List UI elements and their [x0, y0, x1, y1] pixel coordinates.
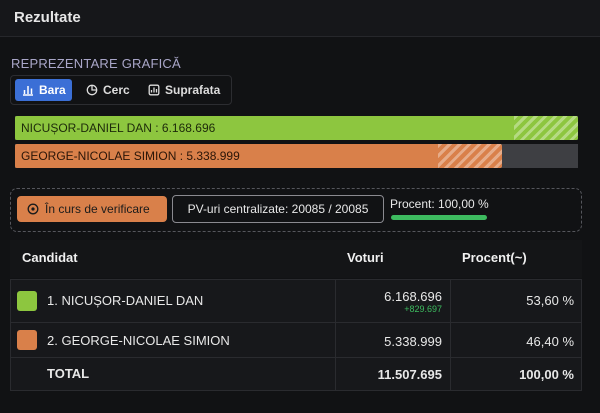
tab-label: Bara [39, 83, 66, 97]
tab-label: Suprafata [165, 83, 221, 97]
table-cell [10, 357, 336, 391]
total-votes: 11.507.695 [377, 367, 442, 382]
color-swatch [17, 330, 37, 350]
bar: GEORGE-NICOLAE SIMION : 5.338.999 [15, 144, 503, 168]
table-cell [335, 279, 451, 323]
column-header: Candidat [22, 250, 78, 265]
bar-hatch [514, 116, 578, 140]
tab-label: Cerc [103, 83, 130, 97]
tab[interactable]: Cerc [79, 79, 136, 101]
progress-bar [391, 215, 487, 220]
column-header: Voturi [347, 250, 384, 265]
candidate-name: 1. NICUȘOR-DANIEL DAN [47, 293, 204, 308]
pv-box: PV-uri centralizate: 20085 / 20085 [172, 195, 384, 223]
percent: 46,40 % [526, 334, 574, 349]
bar: NICUȘOR-DANIEL DAN : 6.168.696 [15, 116, 578, 140]
table-cell [10, 279, 336, 323]
candidate-name: 2. GEORGE-NICOLAE SIMION [47, 333, 230, 348]
tab[interactable]: Bara [15, 79, 72, 101]
header-title: Rezultate [14, 9, 81, 26]
votes: 6.168.696 [384, 289, 442, 304]
votes-delta: +829.697 [404, 304, 442, 314]
bar-label: GEORGE-NICOLAE SIMION : 5.338.999 [21, 149, 240, 163]
table-header [10, 240, 582, 278]
section-title: REPREZENTARE GRAFICĂ [11, 56, 181, 71]
table-cell [450, 357, 582, 391]
status-box [10, 188, 582, 232]
tab-bar: Bara Cerc Suprafata [10, 75, 232, 105]
table-cell [450, 279, 582, 323]
color-swatch [17, 291, 37, 311]
status-button[interactable]: În curs de verificare [17, 196, 167, 222]
percent-label: Procent: 100,00 % [390, 197, 489, 211]
header: Rezultate [0, 0, 600, 37]
table-cell [450, 322, 582, 358]
total-label: TOTAL [47, 366, 90, 381]
tab[interactable]: Suprafata [141, 79, 226, 101]
status-button-label: În curs de verificare [45, 202, 150, 216]
votes: 5.338.999 [384, 334, 442, 349]
column-header: Procent(~) [462, 250, 527, 265]
total-percent: 100,00 % [519, 367, 574, 382]
bar-hatch [438, 144, 503, 168]
percent: 53,60 % [526, 293, 574, 308]
bar-label: NICUȘOR-DANIEL DAN : 6.168.696 [21, 121, 216, 135]
